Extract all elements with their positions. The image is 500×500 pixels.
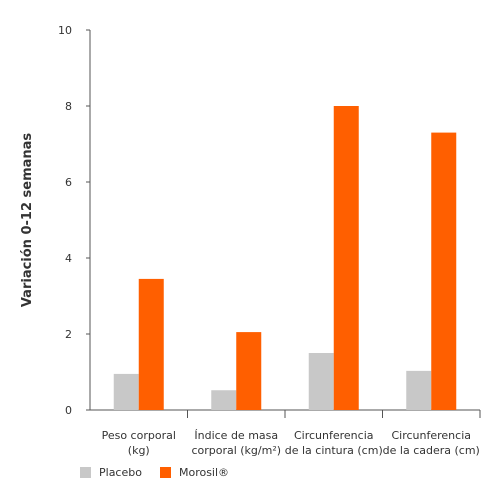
bar-placebo [308, 353, 334, 410]
y-tick-label: 10 [58, 24, 72, 37]
bar-morosil [138, 278, 164, 410]
chart-bars [113, 106, 457, 410]
bar-placebo [113, 373, 139, 410]
x-category-label: de la cadera (cm) [383, 444, 480, 457]
legend-swatch-morosil [159, 467, 171, 478]
x-category-label: (kg) [128, 444, 150, 457]
chart-legend: Placebo Morosil® [80, 466, 229, 479]
x-category-label: de la cintura (cm) [285, 444, 383, 457]
legend-label-placebo: Placebo [99, 466, 142, 479]
x-category-label: Circunferencia [294, 429, 374, 442]
y-tick-label: 2 [65, 328, 72, 341]
x-category-label: Índice de masa [194, 429, 278, 442]
y-tick-label: 0 [65, 404, 72, 417]
y-axis-label: Variación 0-12 semanas [20, 133, 35, 308]
chart-labels: 0 2 4 6 8 10 Peso corporal (kg) Índice de masa co… [58, 24, 480, 457]
legend-item-placebo: Placebo [80, 466, 142, 479]
y-tick-label: 6 [65, 176, 72, 189]
bar-morosil [236, 332, 262, 410]
bar-placebo [406, 370, 432, 410]
y-tick-label: 8 [65, 100, 72, 113]
legend-swatch-placebo [80, 467, 91, 478]
bar-placebo [211, 390, 237, 410]
bar-morosil [333, 106, 359, 410]
y-tick-label: 4 [65, 252, 72, 265]
x-category-label: Peso corporal [102, 429, 176, 442]
bar-morosil [431, 132, 457, 410]
legend-item-morosil: Morosil® [159, 466, 230, 479]
x-category-label: corporal (kg/m²) [191, 444, 281, 457]
x-category-label: Circunferencia [391, 429, 471, 442]
legend-label-morosil: Morosil® [178, 466, 230, 479]
